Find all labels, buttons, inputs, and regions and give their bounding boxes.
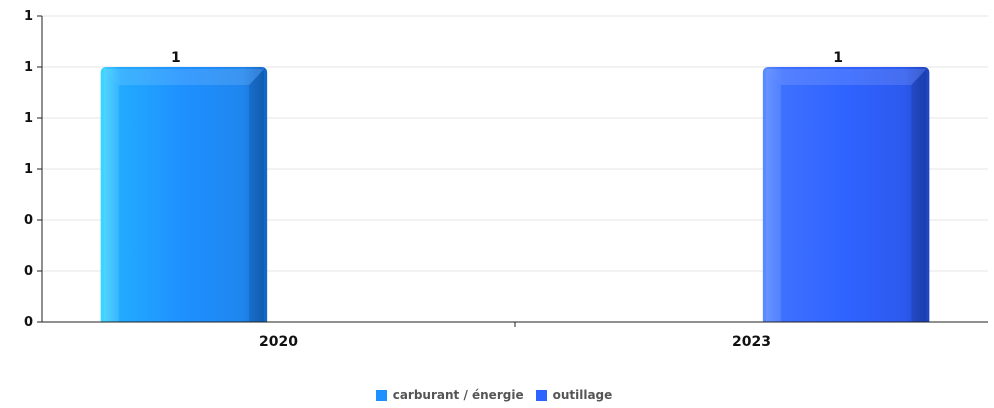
- bar-bevel-left: [765, 69, 781, 322]
- bars: [100, 67, 930, 322]
- y-tick-label: 0: [24, 315, 33, 330]
- bar-body: [100, 67, 268, 322]
- bar-body: [762, 67, 930, 322]
- legend-swatch-outillage: [535, 389, 547, 401]
- bar-2023[interactable]: [762, 67, 930, 322]
- y-tick-label: 0: [24, 264, 33, 279]
- y-tick-label: 1: [24, 111, 33, 126]
- data-label: 1: [833, 50, 843, 66]
- x-tick-label: 2020: [259, 334, 298, 350]
- legend-label-carburant: carburant / énergie: [392, 388, 524, 402]
- y-tick-label: 1: [24, 60, 33, 75]
- bar-bevel-top: [103, 69, 265, 85]
- y-tick-label: 0: [24, 213, 33, 228]
- bar-bevel-right: [911, 69, 927, 322]
- legend-label-outillage: outillage: [552, 388, 613, 402]
- bar-bevel-left: [103, 69, 119, 322]
- x-tick-label: 2023: [732, 334, 771, 350]
- bar-2020[interactable]: [100, 67, 268, 322]
- legend: carburant / énergie outillage: [0, 388, 994, 402]
- y-tick-label: 1: [24, 162, 33, 177]
- legend-item-outillage[interactable]: outillage: [535, 388, 613, 402]
- legend-swatch-carburant: [375, 389, 387, 401]
- bar-bevel-right: [249, 69, 265, 322]
- legend-item-carburant[interactable]: carburant / énergie: [375, 388, 524, 402]
- y-tick-label: 1: [24, 9, 33, 24]
- y-axis-ticks: 0 0 0 1 1 1 1: [24, 9, 42, 330]
- data-label: 1: [171, 50, 181, 66]
- bar-bevel-top: [765, 69, 927, 85]
- x-axis-ticks: 2020 2023: [259, 322, 771, 350]
